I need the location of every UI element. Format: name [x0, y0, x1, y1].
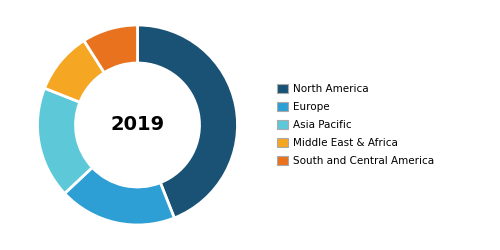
Wedge shape	[84, 25, 138, 73]
Wedge shape	[44, 40, 104, 102]
Text: 2019: 2019	[110, 116, 164, 134]
Legend: North America, Europe, Asia Pacific, Middle East & Africa, South and Central Ame: North America, Europe, Asia Pacific, Mid…	[277, 84, 434, 166]
Wedge shape	[138, 25, 237, 218]
Wedge shape	[64, 168, 174, 225]
Wedge shape	[38, 88, 92, 194]
